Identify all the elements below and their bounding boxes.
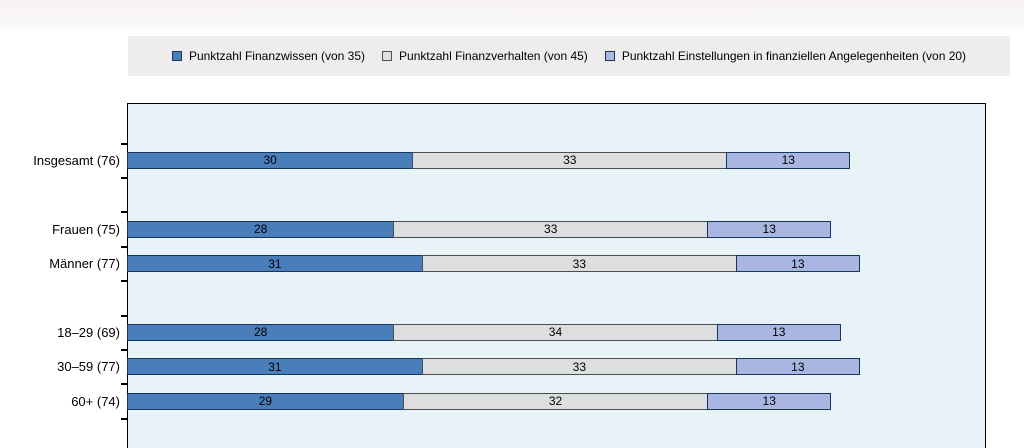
bar-row: 31 33 13 — [127, 255, 860, 272]
category-label: Frauen (75) — [52, 221, 120, 237]
bar-segment: 32 — [402, 392, 709, 410]
bar-segment: 29 — [127, 392, 404, 410]
legend-item: Punktzahl Finanzverhalten (von 45) — [382, 50, 588, 62]
bar-value-label: 13 — [762, 394, 776, 409]
bar-segment: 13 — [735, 358, 860, 376]
bar-segment: 13 — [707, 392, 832, 410]
axis-tick — [121, 211, 127, 214]
axis-tick — [121, 142, 127, 145]
bar-value-label: 13 — [781, 153, 795, 168]
axis-tick — [121, 349, 127, 351]
legend-item: Punktzahl Finanzwissen (von 35) — [171, 49, 366, 63]
bar-row: 31 33 13 — [127, 358, 860, 376]
bar-segment: 33 — [412, 151, 728, 169]
bar-value-label: 31 — [268, 256, 282, 271]
legend-swatch-icon — [382, 51, 393, 61]
bar-segment: 33 — [421, 358, 737, 376]
bar-segment: 13 — [726, 151, 851, 169]
bar-value-label: 31 — [268, 359, 282, 374]
bar-segment: 30 — [127, 151, 414, 169]
bar-row: 29 32 13 — [127, 392, 832, 410]
bar-value-label: 33 — [563, 153, 577, 168]
category-label: 18–29 (69) — [57, 324, 120, 340]
bar-segment: 33 — [421, 255, 737, 272]
bar-segment: 28 — [127, 220, 395, 238]
bar-value-label: 33 — [544, 222, 558, 237]
bar-value-label: 13 — [791, 256, 805, 271]
bar-row: 28 34 13 — [127, 323, 841, 341]
legend-swatch-icon — [604, 51, 615, 61]
bar-value-label: 29 — [258, 394, 273, 409]
bar-value-label: 34 — [548, 325, 563, 340]
category-label: 60+ (74) — [71, 393, 120, 409]
chart-legend: Punktzahl Finanzwissen (von 35) Punktzahl… — [128, 36, 1010, 76]
category-label: Männer (77) — [49, 256, 120, 271]
axis-tick — [121, 314, 127, 317]
bar-segment: 31 — [127, 255, 423, 272]
bar-value-label: 30 — [263, 153, 277, 168]
bar-value-label: 13 — [762, 222, 776, 237]
legend-label: Punktzahl Einstellungen in finanziellen … — [621, 49, 967, 63]
category-label: 30–59 (77) — [57, 359, 120, 375]
bar-row: 28 33 13 — [127, 220, 832, 238]
bar-value-label: 32 — [548, 394, 563, 409]
bar-segment: 31 — [127, 358, 423, 376]
bar-segment: 13 — [735, 255, 860, 272]
axis-tick — [121, 417, 127, 420]
bar-segment: 13 — [707, 220, 832, 238]
category-label: Insgesamt (76) — [33, 152, 120, 168]
bar-value-label: 28 — [253, 325, 268, 340]
bar-value-label: 13 — [772, 325, 786, 340]
bar-value-label: 33 — [572, 359, 587, 374]
bar-value-label: 33 — [572, 256, 587, 271]
bar-value-label: 13 — [791, 359, 805, 374]
bar-segment: 34 — [393, 323, 718, 341]
axis-tick — [121, 245, 127, 248]
axis-tick — [121, 383, 127, 386]
axis-tick — [121, 177, 127, 179]
bar-row: 30 33 13 — [127, 151, 851, 169]
top-strip — [0, 0, 1024, 29]
bar-value-label: 28 — [253, 222, 268, 237]
bar-segment: 13 — [716, 323, 841, 341]
bar-segment: 28 — [127, 323, 395, 341]
legend-label: Punktzahl Finanzwissen (von 35) — [188, 49, 366, 63]
legend-label: Punktzahl Finanzverhalten (von 45) — [399, 49, 588, 63]
axis-tick — [121, 280, 127, 283]
bar-segment: 33 — [393, 220, 709, 238]
legend-item: Punktzahl Einstellungen in finanziellen … — [604, 49, 967, 63]
legend-swatch-icon — [171, 51, 182, 61]
